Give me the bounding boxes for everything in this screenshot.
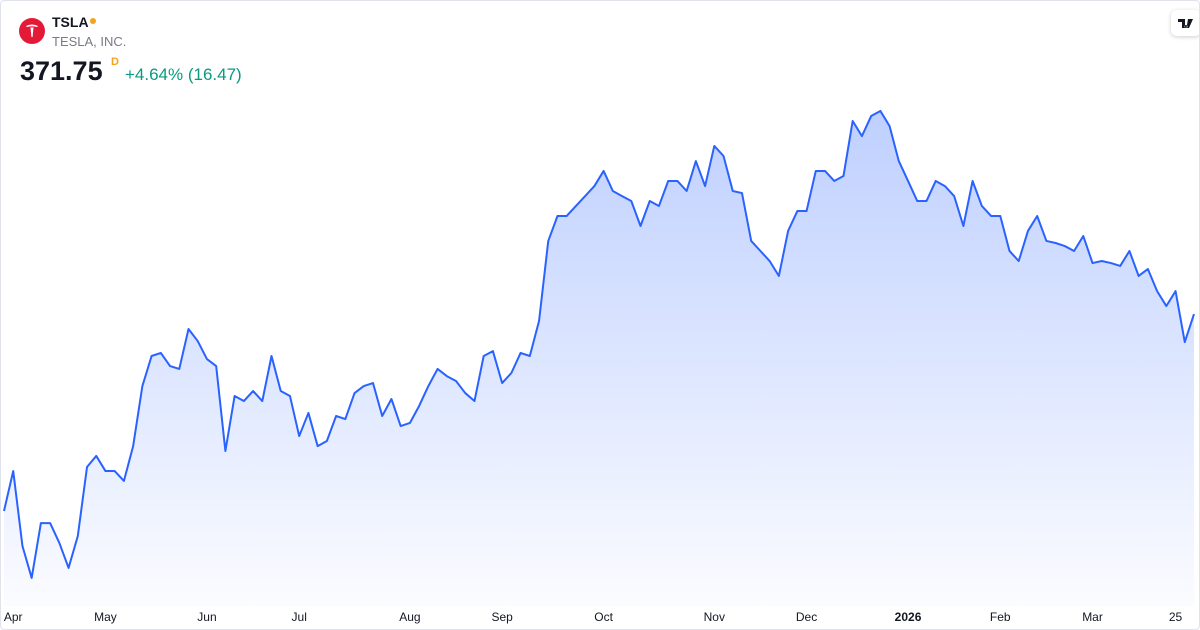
x-tick-label: Apr [4,610,23,624]
market-status-dot [90,18,96,24]
logo-icon [26,24,38,37]
area-fill [4,110,1194,606]
x-tick-label: Dec [796,610,817,624]
price-line [3,109,1195,579]
company-logo [19,18,45,44]
x-tick-label: Sep [491,610,513,624]
x-tick-label: Aug [399,610,420,624]
x-tick-label: 2026 [895,610,922,624]
symbol: TSLA [52,14,89,30]
x-tick-label: Nov [704,610,725,624]
price-change: +4.64% (16.47) [125,65,242,84]
x-tick-label: 25 [1169,610,1183,624]
x-tick-label: Mar [1082,610,1103,624]
brand-logo[interactable] [1171,10,1199,36]
x-tick-label: Jul [292,610,307,624]
x-tick-label: Feb [990,610,1011,624]
last-price: 371.75 [20,56,103,86]
company-name: TESLA, INC. [52,34,127,49]
brand-icon [1178,19,1193,28]
x-tick-label: May [94,610,117,624]
interval: D [111,56,119,68]
x-tick-label: Oct [594,610,613,624]
x-tick-label: Jun [197,610,216,624]
